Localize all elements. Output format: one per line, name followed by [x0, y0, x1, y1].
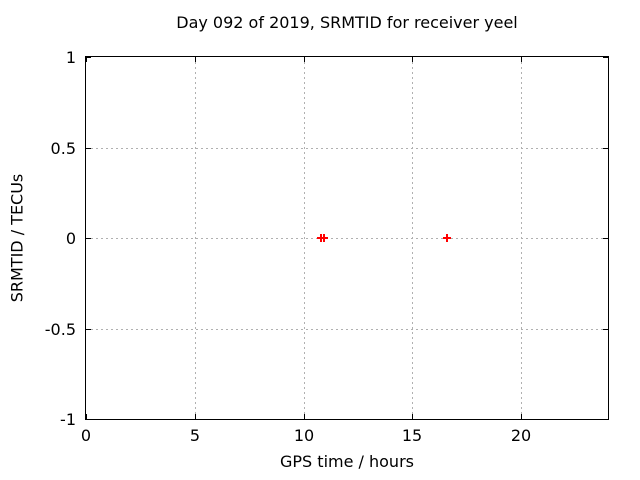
- chart-title: Day 092 of 2019, SRMTID for receiver yee…: [176, 13, 518, 32]
- gridline-horizontal: [86, 148, 608, 149]
- x-tick-mark: [521, 57, 522, 62]
- x-tick-mark: [521, 414, 522, 419]
- x-tick-label: 5: [189, 426, 201, 445]
- y-tick-mark: [86, 148, 91, 149]
- y-tick-mark: [86, 238, 91, 239]
- x-tick-mark: [412, 57, 413, 62]
- x-tick-label: 20: [510, 426, 532, 445]
- y-tick-mark: [86, 419, 91, 420]
- x-tick-label: 0: [80, 426, 92, 445]
- y-tick-mark: [603, 419, 608, 420]
- plot-area: [85, 56, 609, 420]
- x-tick-label: 15: [401, 426, 423, 445]
- y-tick-label: 0: [65, 229, 76, 248]
- y-tick-mark: [603, 148, 608, 149]
- y-tick-mark: [86, 329, 91, 330]
- x-tick-label: 10: [293, 426, 315, 445]
- y-tick-label: -1: [60, 410, 76, 429]
- y-tick-label: 0.5: [50, 139, 76, 158]
- y-tick-mark: [603, 57, 608, 58]
- y-tick-mark: [603, 329, 608, 330]
- data-point-plus: [443, 234, 451, 242]
- gridline-horizontal: [86, 238, 608, 239]
- x-tick-mark: [195, 57, 196, 62]
- y-tick-label: -0.5: [44, 320, 76, 339]
- y-tick-mark: [603, 238, 608, 239]
- x-tick-mark: [86, 57, 87, 62]
- x-tick-mark: [86, 414, 87, 419]
- gridline-horizontal: [86, 329, 608, 330]
- x-tick-mark: [412, 414, 413, 419]
- x-tick-mark: [304, 57, 305, 62]
- x-tick-mark: [195, 414, 196, 419]
- x-axis-label: GPS time / hours: [280, 452, 414, 471]
- x-tick-mark: [304, 414, 305, 419]
- data-point-plus: [320, 234, 328, 242]
- y-tick-label: 1: [65, 48, 76, 67]
- y-tick-mark: [86, 57, 91, 58]
